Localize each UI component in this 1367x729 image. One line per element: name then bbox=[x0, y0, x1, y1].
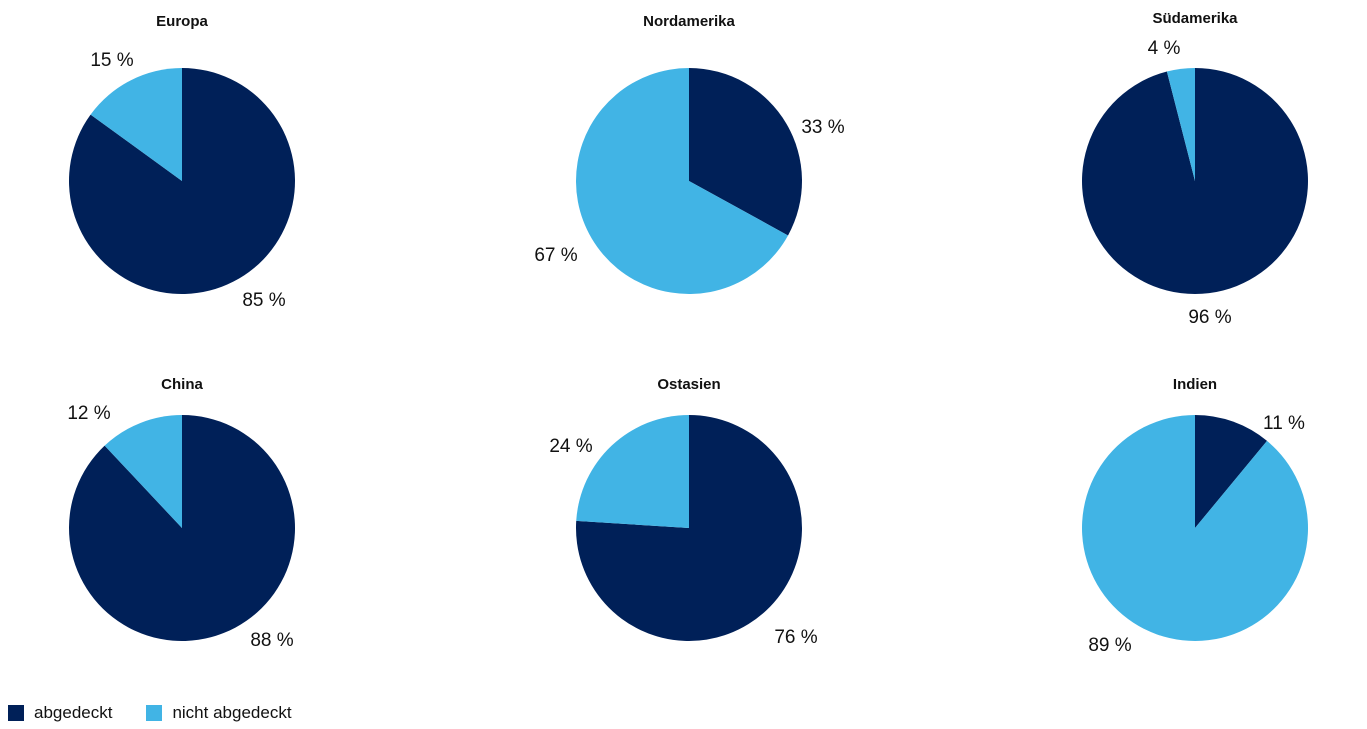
data-label: 88 % bbox=[250, 630, 293, 651]
pie-slice-abgedeckt bbox=[1195, 415, 1268, 528]
pie-slice-nicht-abgedeckt bbox=[1082, 415, 1309, 641]
legend-swatch-abgedeckt bbox=[8, 705, 24, 721]
pie-4: China 88 % 12 % bbox=[67, 376, 296, 651]
data-label: 76 % bbox=[774, 627, 817, 648]
data-label: 11 % bbox=[1263, 413, 1305, 434]
data-label: 89 % bbox=[1088, 635, 1131, 656]
pie-slice-abgedeckt bbox=[575, 415, 802, 641]
pie-slice-abgedeckt bbox=[1082, 68, 1309, 294]
data-label: 15 % bbox=[90, 50, 133, 71]
data-label: 33 % bbox=[801, 117, 844, 138]
data-label: 85 % bbox=[242, 290, 285, 311]
pie-title: Ostasien bbox=[657, 376, 720, 393]
pie-title: Südamerika bbox=[1152, 10, 1238, 27]
data-label: 4 % bbox=[1148, 38, 1181, 59]
pie-slice-nicht-abgedeckt bbox=[1166, 68, 1195, 181]
pie-title: Nordamerika bbox=[643, 13, 735, 30]
pie-slice-nicht-abgedeckt bbox=[575, 68, 789, 294]
pie-2: Nordamerika 33 % 67 % bbox=[534, 13, 845, 294]
legend-label-abgedeckt: abgedeckt bbox=[34, 703, 113, 722]
legend-item-nicht-abgedeckt: nicht abgedeckt bbox=[146, 703, 292, 723]
pie-title: Indien bbox=[1173, 376, 1217, 393]
pie-slice-abgedeckt bbox=[689, 68, 802, 236]
pie-title: Europa bbox=[156, 13, 208, 30]
pie-5: Ostasien 76 % 24 % bbox=[549, 376, 817, 648]
pie-slice-abgedeckt bbox=[68, 68, 295, 294]
data-label: 67 % bbox=[534, 245, 577, 266]
pie-slice-nicht-abgedeckt bbox=[104, 415, 182, 528]
data-label: 96 % bbox=[1188, 307, 1231, 328]
pie-slice-nicht-abgedeckt bbox=[576, 415, 689, 528]
pie-6: Indien 11 % 89 % bbox=[1082, 376, 1309, 656]
pie-slice-abgedeckt bbox=[69, 415, 296, 641]
data-label: 12 % bbox=[67, 403, 110, 424]
pie-slice-nicht-abgedeckt bbox=[90, 68, 182, 181]
data-label: 24 % bbox=[549, 436, 592, 457]
pie-1: Europa 85 % 15 % bbox=[68, 13, 295, 311]
pie-title: China bbox=[161, 376, 203, 393]
legend: abgedeckt nicht abgedeckt bbox=[8, 703, 292, 723]
pie-3: Südamerika 96 % 4 % bbox=[1082, 10, 1309, 328]
legend-swatch-nicht-abgedeckt bbox=[146, 705, 163, 721]
legend-item-abgedeckt: abgedeckt bbox=[8, 703, 112, 723]
legend-label-nicht-abgedeckt: nicht abgedeckt bbox=[172, 703, 292, 722]
